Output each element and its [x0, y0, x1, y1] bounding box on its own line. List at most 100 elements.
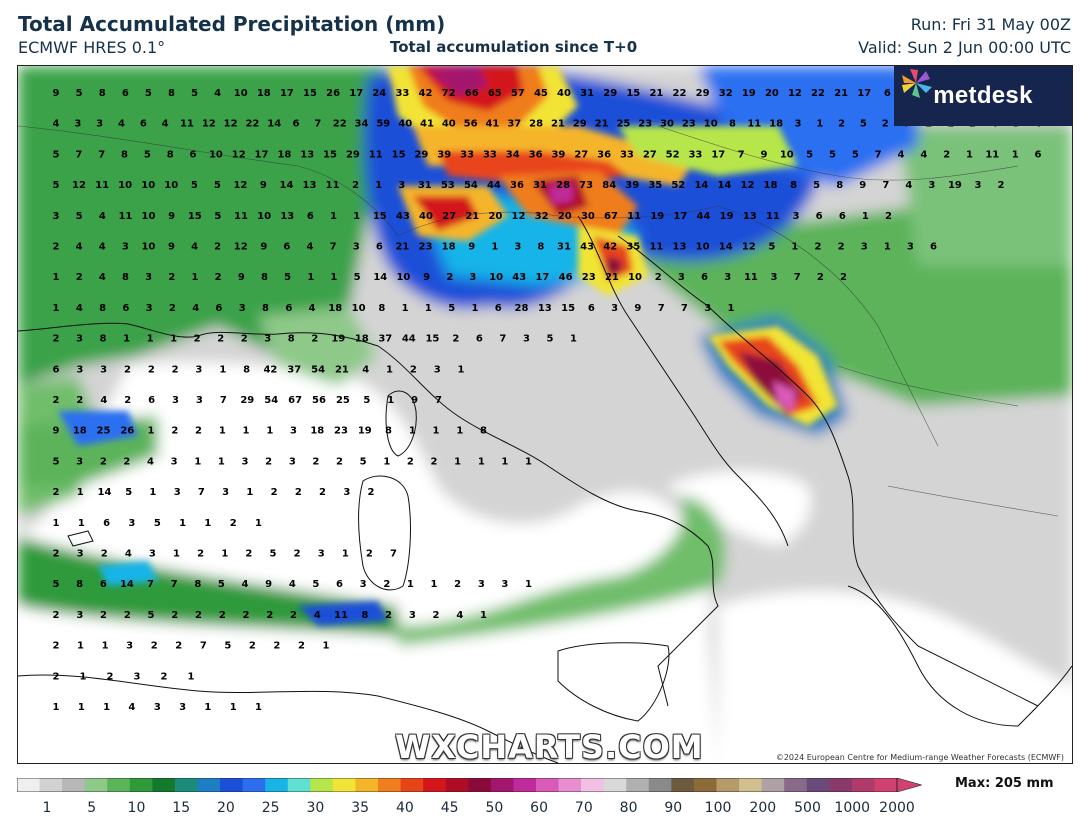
- precip-value: 12: [72, 180, 86, 191]
- precip-value: 11: [95, 180, 109, 191]
- precip-value: 11: [369, 149, 383, 160]
- precip-value: 2: [655, 272, 662, 283]
- precip-value: 3: [861, 242, 868, 253]
- precip-value: 6: [336, 579, 343, 590]
- precip-value: 3: [134, 671, 141, 682]
- colorbar-cell: [400, 778, 424, 792]
- precip-value: 56: [312, 395, 326, 406]
- precip-value: 10: [209, 149, 223, 160]
- precip-value: 57: [511, 88, 525, 99]
- brand-name: metdesk: [933, 82, 1033, 109]
- precip-value: 3: [195, 364, 202, 375]
- precip-value: 7: [200, 641, 207, 652]
- precip-value: 23: [582, 272, 596, 283]
- precip-value: 12: [233, 180, 247, 191]
- precip-value: 67: [288, 395, 302, 406]
- max-value-label: Max: 205 mm: [955, 776, 1054, 791]
- precip-value: 73: [579, 180, 593, 191]
- legend-tick-label: 10: [127, 800, 146, 816]
- precip-value: 1: [425, 303, 432, 314]
- precip-value: 19: [742, 88, 756, 99]
- precip-value: 6: [884, 88, 891, 99]
- precip-value: 33: [395, 88, 409, 99]
- model-label: ECMWF HRES 0.1°: [18, 38, 166, 57]
- precip-value: 66: [465, 88, 479, 99]
- colorbar-cell: [671, 778, 695, 792]
- colorbar-cell: [445, 778, 469, 792]
- precip-value: 1: [204, 518, 211, 529]
- precip-value: 8: [378, 303, 385, 314]
- colorbar-cell: [806, 778, 830, 792]
- precip-value: 18: [328, 303, 342, 314]
- precip-value: 19: [720, 211, 734, 222]
- colorbar-cell: [332, 778, 356, 792]
- precip-value: 44: [402, 334, 416, 345]
- precip-value: 3: [771, 272, 778, 283]
- precip-value: 17: [673, 211, 687, 222]
- precip-value: 43: [396, 211, 410, 222]
- precip-value: 13: [743, 211, 757, 222]
- precip-value: 2: [53, 641, 60, 652]
- precip-value: 5: [53, 456, 60, 467]
- legend-tick-label: 40: [395, 800, 414, 816]
- precip-value: 1: [433, 426, 440, 437]
- legend-tick-label: 200: [749, 800, 777, 816]
- precip-value: 5: [214, 180, 221, 191]
- precip-value: 1: [307, 272, 314, 283]
- precip-value: 2: [266, 610, 273, 621]
- precip-value: 6: [215, 303, 222, 314]
- precip-value: 2: [76, 272, 83, 283]
- colorbar-cell: [287, 778, 311, 792]
- precip-value: 28: [529, 119, 543, 130]
- precip-value: 1: [491, 242, 498, 253]
- precip-value: 3: [179, 702, 186, 713]
- precip-value: 5: [829, 149, 836, 160]
- precip-value: 1: [53, 272, 60, 283]
- precip-value: 1: [383, 456, 390, 467]
- precip-value: 2: [366, 549, 373, 560]
- precip-value: 8: [168, 88, 175, 99]
- precip-value: 29: [603, 88, 617, 99]
- precip-value: 12: [234, 242, 248, 253]
- precip-value: 2: [298, 641, 305, 652]
- precip-value: 2: [454, 579, 461, 590]
- precip-value: 20: [765, 88, 779, 99]
- legend-tick-label: 35: [351, 800, 370, 816]
- precip-value: 4: [118, 119, 125, 130]
- precip-value: 26: [120, 426, 134, 437]
- precip-value: 12: [741, 180, 755, 191]
- valid-time: Valid: Sun 2 Jun 00:00 UTC: [858, 38, 1071, 57]
- precip-value: 2: [168, 272, 175, 283]
- precip-value: 2: [76, 395, 83, 406]
- precip-value: 1: [78, 518, 85, 529]
- run-time: Run: Fri 31 May 00Z: [910, 15, 1071, 34]
- precip-value: 1: [330, 211, 337, 222]
- precip-value: 7: [794, 272, 801, 283]
- precip-value: 5: [448, 303, 455, 314]
- precip-value: 1: [431, 579, 438, 590]
- precip-value: 3: [343, 487, 350, 498]
- precip-value: 40: [557, 88, 571, 99]
- precip-value: 8: [100, 334, 107, 345]
- precip-value: 27: [574, 149, 588, 160]
- precip-value: 5: [154, 518, 161, 529]
- precip-value: 6: [285, 303, 292, 314]
- precip-value: 10: [164, 180, 178, 191]
- precip-value: 34: [355, 119, 369, 130]
- precip-value: 2: [838, 119, 845, 130]
- precip-value: 2: [124, 364, 131, 375]
- precip-value: 8: [99, 303, 106, 314]
- precip-value: 1: [330, 272, 337, 283]
- precip-value: 6: [122, 88, 129, 99]
- precip-value: 14: [98, 487, 112, 498]
- precip-value: 10: [234, 88, 248, 99]
- precip-value: 15: [392, 149, 406, 160]
- precip-value: 2: [319, 487, 326, 498]
- precip-value: 3: [289, 456, 296, 467]
- precip-value: 8: [361, 610, 368, 621]
- colorbar-cell: [107, 778, 131, 792]
- metdesk-logo[interactable]: metdesk: [894, 66, 1072, 126]
- precip-value: 4: [456, 610, 463, 621]
- precip-value: 46: [559, 272, 573, 283]
- precipitation-map[interactable]: 9 5 8 6 5 8 5 4 10 18 17 15 26 17 24 33 42 72 66 65 57 45 40 31…: [17, 65, 1073, 764]
